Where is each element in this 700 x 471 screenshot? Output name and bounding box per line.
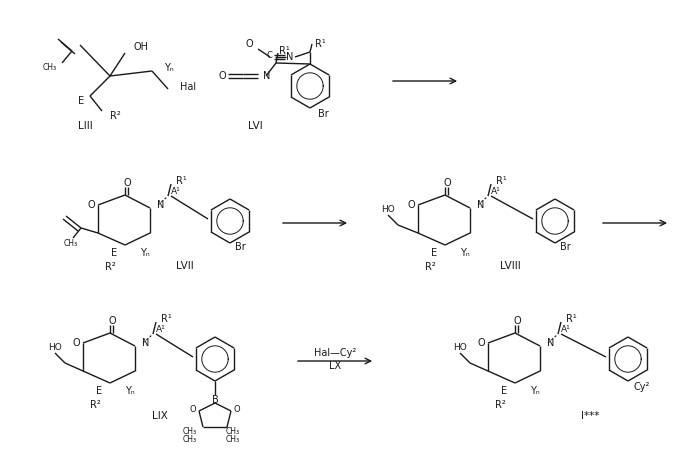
Text: N: N: [547, 338, 554, 348]
Text: HO: HO: [48, 342, 62, 351]
Text: Yₙ: Yₙ: [460, 248, 470, 258]
Text: LX: LX: [329, 361, 341, 371]
Text: Yₙ: Yₙ: [530, 386, 540, 396]
Text: O: O: [477, 338, 485, 348]
Text: LVI: LVI: [248, 121, 262, 131]
Text: E: E: [501, 386, 507, 396]
Text: Br: Br: [235, 242, 246, 252]
Text: R²: R²: [90, 400, 100, 410]
Text: LIII: LIII: [78, 121, 92, 131]
Text: CH₃: CH₃: [226, 427, 240, 436]
Text: O: O: [108, 316, 116, 326]
Text: Hal: Hal: [180, 82, 196, 92]
Text: Yₙ: Yₙ: [140, 248, 150, 258]
Text: O: O: [246, 39, 253, 49]
Text: R²: R²: [104, 262, 116, 272]
Text: E: E: [96, 386, 102, 396]
Text: Br: Br: [318, 109, 329, 119]
Text: O: O: [218, 71, 226, 81]
Text: O: O: [443, 178, 451, 188]
Text: E: E: [111, 248, 117, 258]
Text: O: O: [513, 316, 521, 326]
Text: E: E: [431, 248, 437, 258]
Text: Cy²: Cy²: [633, 382, 650, 392]
Text: B: B: [211, 395, 218, 405]
Text: N: N: [157, 200, 164, 210]
Text: CH₃: CH₃: [226, 436, 240, 445]
Text: R¹: R¹: [566, 314, 577, 324]
Text: HO: HO: [381, 205, 395, 214]
Text: R¹: R¹: [161, 314, 172, 324]
Text: LVIII: LVIII: [500, 261, 520, 271]
Text: N: N: [142, 338, 149, 348]
Text: A¹: A¹: [156, 325, 166, 333]
Text: A¹: A¹: [561, 325, 570, 333]
Text: O: O: [407, 200, 415, 210]
Text: O: O: [234, 405, 240, 414]
Text: R²: R²: [495, 400, 505, 410]
Text: Yₙ: Yₙ: [125, 386, 134, 396]
Text: N: N: [477, 200, 484, 210]
Text: O: O: [123, 178, 131, 188]
Text: CH₃: CH₃: [64, 238, 78, 247]
Text: Br: Br: [560, 242, 570, 252]
Text: A¹: A¹: [171, 187, 181, 195]
Text: N: N: [263, 71, 270, 81]
Text: Hal—Cy²: Hal—Cy²: [314, 348, 356, 358]
Text: A¹: A¹: [491, 187, 500, 195]
Text: R¹: R¹: [315, 39, 326, 49]
Text: N: N: [286, 52, 293, 62]
Text: R²: R²: [110, 111, 120, 121]
Text: O: O: [88, 200, 94, 210]
Text: C: C: [266, 51, 272, 60]
Text: O: O: [72, 338, 80, 348]
Text: I***: I***: [581, 411, 599, 421]
Text: LVII: LVII: [176, 261, 194, 271]
Text: CH₃: CH₃: [43, 64, 57, 73]
Text: OH: OH: [133, 42, 148, 52]
Text: LIX: LIX: [152, 411, 168, 421]
Text: E: E: [78, 96, 84, 106]
Text: Yₙ: Yₙ: [164, 63, 174, 73]
Text: R¹: R¹: [496, 176, 507, 186]
Text: CH₃: CH₃: [183, 427, 197, 436]
Text: R²: R²: [425, 262, 435, 272]
Text: HO: HO: [453, 342, 467, 351]
Text: O: O: [190, 405, 196, 414]
Text: R¹: R¹: [279, 46, 290, 56]
Text: CH₃: CH₃: [183, 436, 197, 445]
Text: R¹: R¹: [176, 176, 187, 186]
